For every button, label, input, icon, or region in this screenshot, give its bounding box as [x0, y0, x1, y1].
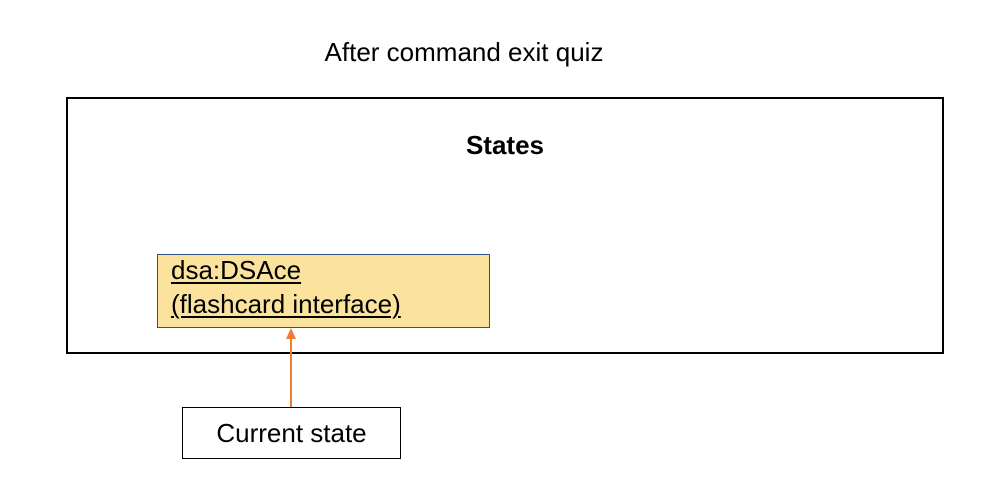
- states-title: States: [465, 130, 545, 160]
- current-state-arrow: [286, 328, 296, 414]
- states-container: States: [66, 97, 944, 354]
- diagram-title: After command exit quiz: [324, 37, 604, 67]
- current-state-object: dsa:DSAce (flashcard interface): [157, 254, 490, 328]
- state-object-name: dsa:DSAce: [171, 255, 302, 285]
- state-object-description: (flashcard interface): [171, 289, 401, 319]
- current-state-label: Current state: [182, 407, 401, 459]
- arrow-head-icon: [286, 328, 296, 339]
